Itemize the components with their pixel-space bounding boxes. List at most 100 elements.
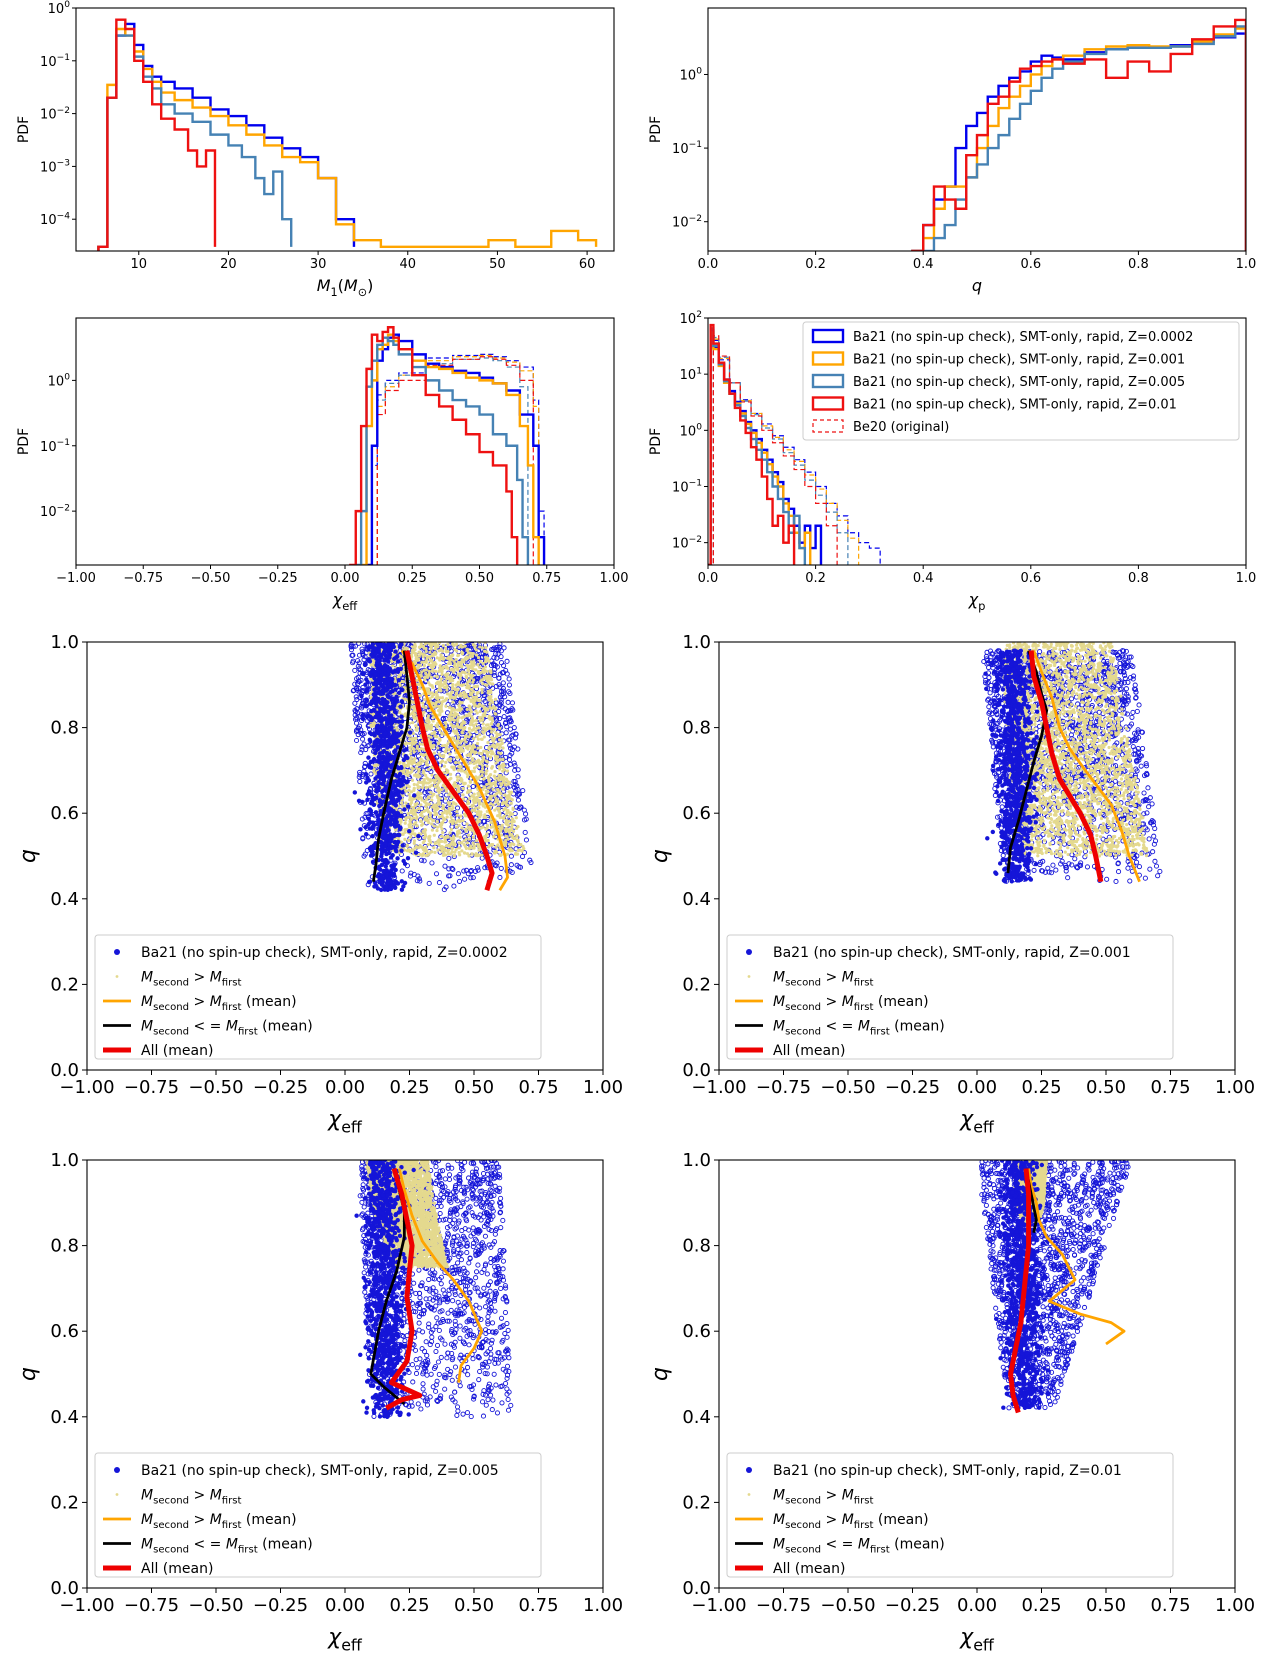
x-tick-label: 0.0	[698, 571, 719, 586]
data-point	[504, 841, 508, 845]
data-point	[432, 833, 436, 837]
data-point	[476, 746, 480, 750]
data-point	[504, 826, 508, 831]
data-point	[446, 850, 450, 854]
data-point	[497, 642, 503, 647]
data-point	[442, 771, 446, 775]
data-point	[481, 726, 485, 731]
data-point	[431, 719, 435, 723]
data-point	[411, 805, 416, 809]
data-point	[444, 746, 448, 751]
data-point	[409, 790, 414, 794]
data-point	[451, 883, 457, 889]
data-point	[474, 678, 480, 684]
data-point	[363, 811, 369, 817]
data-point	[371, 757, 377, 762]
data-point	[391, 644, 396, 649]
data-point	[515, 791, 521, 797]
data-point	[499, 783, 503, 787]
data-point	[440, 696, 445, 700]
data-point	[513, 836, 517, 840]
panel-sc_z0002: −1.00 −0.75 −0.50 −0.25 0.00 0.25 0.50 0.75 1.00…	[16, 632, 623, 1137]
data-point	[429, 675, 433, 679]
data-point	[466, 825, 470, 829]
data-point	[491, 662, 497, 668]
data-point	[510, 841, 514, 846]
data-point	[499, 833, 503, 837]
data-point	[484, 669, 489, 673]
data-point	[440, 845, 444, 849]
data-point	[424, 849, 429, 854]
series-z01-step	[349, 326, 519, 565]
data-point	[445, 688, 449, 692]
data-point	[505, 769, 510, 773]
data-point	[376, 817, 381, 822]
data-point	[452, 669, 456, 673]
data-point	[452, 659, 456, 663]
data-point	[453, 731, 457, 735]
data-point	[495, 806, 499, 810]
series-z01-step	[97, 18, 217, 251]
data-point	[455, 813, 460, 818]
data-point	[409, 835, 413, 839]
data-point	[501, 787, 505, 791]
data-point	[436, 848, 440, 852]
data-point	[467, 784, 471, 788]
y-tick-label: 101	[680, 366, 702, 383]
data-point	[465, 772, 469, 776]
data-point	[457, 761, 461, 765]
data-point	[501, 816, 505, 820]
data-point	[471, 744, 475, 748]
data-point	[478, 645, 482, 649]
data-point	[438, 696, 442, 700]
data-point	[356, 685, 362, 692]
data-point	[419, 747, 423, 751]
data-point	[404, 789, 408, 793]
data-point	[474, 648, 478, 652]
data-point	[503, 719, 509, 725]
data-point	[418, 760, 422, 764]
data-point	[433, 651, 437, 655]
data-point	[496, 675, 502, 681]
y-axis-label: PDF	[16, 428, 32, 455]
data-point	[484, 815, 488, 819]
data-point	[419, 796, 424, 800]
data-point	[399, 655, 403, 659]
data-point	[423, 832, 427, 837]
data-point	[393, 649, 398, 654]
data-point	[404, 818, 408, 822]
data-point	[430, 691, 434, 695]
data-point	[356, 642, 362, 646]
data-point	[496, 814, 500, 818]
data-point	[480, 670, 484, 674]
data-point	[491, 787, 495, 791]
data-point	[468, 875, 474, 881]
data-point	[440, 732, 444, 736]
data-point	[448, 792, 452, 796]
y-tick-label: 102	[680, 310, 702, 327]
data-point	[398, 683, 402, 687]
data-point	[470, 691, 474, 696]
data-point	[507, 742, 513, 748]
data-point	[431, 661, 435, 666]
data-point	[424, 646, 428, 651]
data-point	[352, 790, 358, 795]
data-point	[443, 680, 447, 684]
data-point	[456, 719, 460, 723]
data-point	[449, 657, 453, 661]
data-point	[394, 849, 399, 854]
data-point	[457, 715, 461, 719]
data-point	[467, 854, 471, 858]
data-point	[440, 700, 444, 704]
data-point	[456, 878, 463, 884]
data-point	[438, 738, 442, 742]
legend-label: Ba21 (no spin-up check), SMT-only, rapid…	[853, 375, 1185, 390]
data-point	[420, 810, 424, 815]
data-point	[432, 824, 437, 828]
data-point	[368, 771, 374, 777]
data-point	[436, 680, 440, 684]
data-point	[432, 664, 436, 668]
series-z001-step	[97, 27, 598, 251]
data-point	[428, 654, 433, 659]
data-point	[412, 747, 416, 751]
